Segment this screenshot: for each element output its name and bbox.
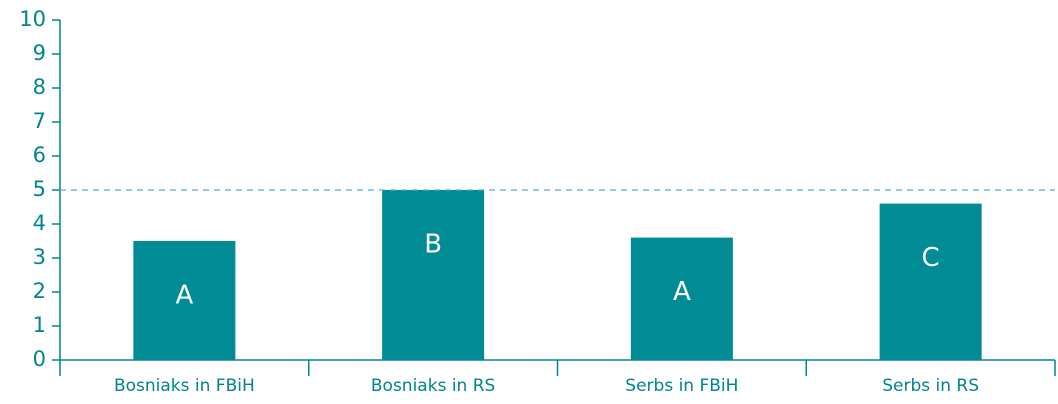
bar-label: B [424, 230, 442, 260]
x-tick-label: Bosniaks in FBiH [114, 376, 255, 396]
bar [630, 237, 733, 360]
y-tick-label: 4 [33, 211, 46, 235]
bar [133, 241, 236, 360]
x-tick-label: Bosniaks in RS [371, 376, 495, 396]
bar [382, 190, 485, 360]
y-tick-label: 5 [33, 177, 46, 201]
bar-label: A [673, 277, 691, 307]
bar-label: C [922, 243, 940, 273]
x-tick-label: Serbs in FBiH [625, 376, 738, 396]
bar [879, 203, 982, 360]
y-tick-label: 0 [33, 347, 46, 371]
y-tick-label: 1 [33, 313, 46, 337]
y-tick-label: 6 [33, 143, 46, 167]
y-tick-label: 8 [33, 75, 46, 99]
x-tick-label: Serbs in RS [882, 376, 979, 396]
y-tick-label: 9 [33, 41, 46, 65]
y-tick-label: 2 [33, 279, 46, 303]
y-tick-label: 7 [33, 109, 46, 133]
y-tick-label: 3 [33, 245, 46, 269]
bar-label: A [175, 281, 193, 311]
y-tick-label: 10 [19, 7, 46, 31]
